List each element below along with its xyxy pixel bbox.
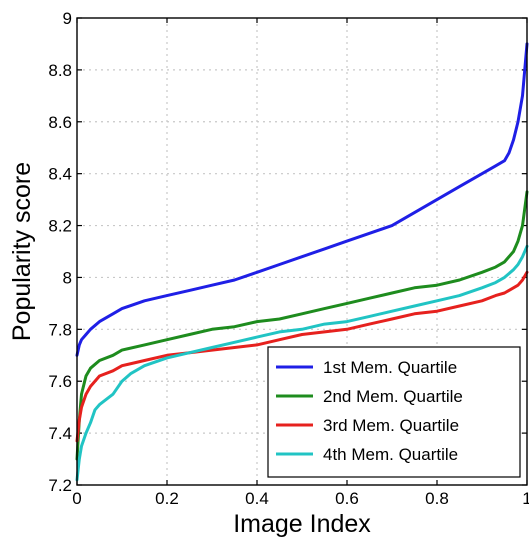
y-tick-label: 8.2 [48, 217, 72, 236]
x-tick-label: 0.4 [245, 489, 269, 508]
legend-label: 2nd Mem. Quartile [323, 387, 463, 406]
y-tick-labels: 7.2 7.4 7.6 7.8 8 8.2 8.4 8.6 8.8 9 [48, 9, 72, 495]
x-tick-label: 0 [72, 489, 81, 508]
x-tick-labels: 0 0.2 0.4 0.6 0.8 1 [72, 489, 529, 508]
series-line-2 [75, 190, 529, 461]
legend: 1st Mem. Quartile 2nd Mem. Quartile 3rd Me… [267, 346, 521, 478]
x-axis-label: Image Index [233, 510, 371, 538]
y-tick-label: 8 [63, 268, 72, 287]
legend-label: 4th Mem. Quartile [323, 445, 458, 464]
x-tick-label: 0.2 [155, 489, 179, 508]
legend-label: 1st Mem. Quartile [323, 358, 457, 377]
x-tick-label: 0.6 [335, 489, 359, 508]
x-tick-label: 0.8 [425, 489, 449, 508]
plot-frame [76, 17, 528, 486]
x-tick-label: 1 [522, 489, 529, 508]
y-tick-label: 7.4 [48, 424, 72, 443]
series-lines [75, 42, 529, 482]
legend-label: 3rd Mem. Quartile [323, 416, 459, 435]
y-tick-label: 7.8 [48, 320, 72, 339]
legend-items: 1st Mem. Quartile 2nd Mem. Quartile 3rd Me… [276, 358, 463, 464]
y-tick-label: 9 [63, 9, 72, 28]
y-tick-label: 7.6 [48, 372, 72, 391]
y-axis-label: Popularity score [8, 162, 36, 341]
y-tick-label: 8.6 [48, 113, 72, 132]
y-tick-label: 8.8 [48, 61, 72, 80]
y-tick-label: 7.2 [48, 476, 72, 495]
series-line-4 [75, 244, 529, 482]
y-tick-label: 8.4 [48, 165, 72, 184]
series-line-1 [75, 42, 529, 357]
series-line-3 [75, 270, 529, 443]
